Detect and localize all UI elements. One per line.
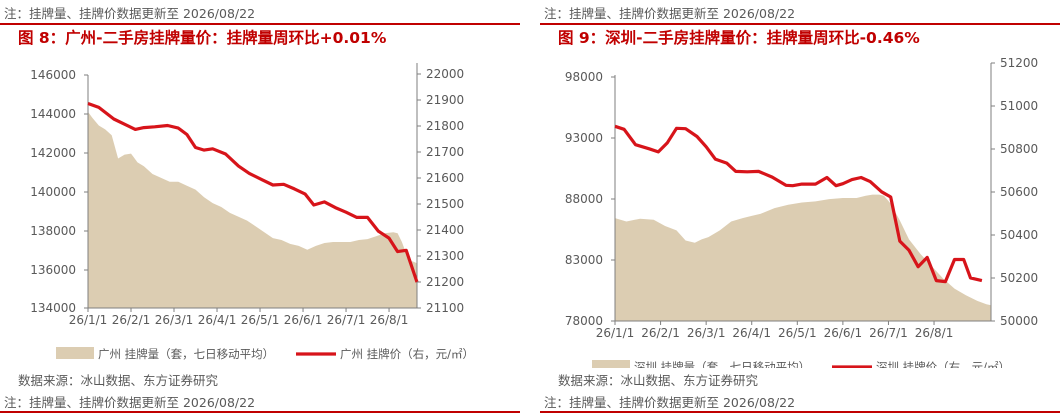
y-right-tick-label: 21500: [426, 197, 464, 211]
area-series-listings: [615, 194, 991, 321]
x-tick-label: 26/8/1: [370, 313, 409, 327]
x-tick-label: 26/2/1: [112, 313, 151, 327]
x-tick-label: 26/7/1: [869, 326, 908, 340]
y-right-tick-label: 50600: [1000, 185, 1038, 199]
divider-bottom: [0, 411, 520, 413]
legend-label-area: 深圳 挂牌量（套，七日移动平均）: [634, 360, 810, 368]
divider-top: [540, 23, 1060, 25]
x-tick-label: 26/5/1: [241, 313, 280, 327]
legend-swatch-area: [592, 360, 630, 368]
x-tick-label: 26/6/1: [824, 326, 863, 340]
legend-label-line: 深圳 挂牌价（右，元/㎡）: [876, 360, 1010, 368]
y-right-tick-label: 50000: [1000, 314, 1038, 328]
legend-label-area: 广州 挂牌量（套，七日移动平均）: [98, 347, 274, 361]
y-right-tick-label: 21600: [426, 171, 464, 185]
y-left-tick-label: 134000: [30, 301, 76, 315]
chart-canvas: 98000 93000 88000 83000 78000 51200 51000 50800…: [565, 56, 1038, 368]
y-left-tick-label: 142000: [30, 146, 76, 160]
update-note-top: 注：挂牌量、挂牌价数据更新至 2026/08/22: [4, 6, 256, 21]
data-source: 数据来源：冰山数据、东方证券研究: [558, 373, 759, 388]
y-left-tick-label: 144000: [30, 107, 76, 121]
y-right-tick-label: 21800: [426, 119, 464, 133]
y-left-tick-label: 98000: [565, 70, 603, 84]
y-right-tick-label: 50200: [1000, 271, 1038, 285]
update-note-top: 注：挂牌量、挂牌价数据更新至 2026/08/22: [544, 6, 796, 21]
x-tick-label: 26/2/1: [641, 326, 680, 340]
y-right-tick-label: 21200: [426, 275, 464, 289]
x-tick-label: 26/1/1: [69, 313, 108, 327]
update-note-bottom: 注：挂牌量、挂牌价数据更新至 2026/08/22: [544, 395, 796, 410]
x-tick-label: 26/1/1: [596, 326, 635, 340]
y-right-tick-label: 22000: [426, 67, 464, 81]
x-tick-label: 26/7/1: [327, 313, 366, 327]
x-tick-label: 26/3/1: [155, 313, 194, 327]
line-series-price: [87, 101, 419, 283]
y-right-tick-label: 21700: [426, 145, 464, 159]
y-right-tick-label: 21400: [426, 223, 464, 237]
x-tick-label: 26/6/1: [284, 313, 323, 327]
y-left-tick-label: 136000: [30, 263, 76, 277]
chart-canvas: 146000 144000 142000 140000 138000 136000 1340…: [30, 63, 474, 361]
legend-swatch-area: [56, 347, 94, 359]
y-left-tick-label: 83000: [565, 253, 603, 267]
chart-panel-guangzhou: 注：挂牌量、挂牌价数据更新至 2026/08/22 图 8：广州-二手房挂牌量价…: [0, 0, 520, 418]
chart-title: 图 8：广州-二手房挂牌量价：挂牌量周环比+0.01%: [18, 29, 387, 47]
y-right-tick-label: 21900: [426, 93, 464, 107]
line-series-price: [614, 124, 983, 284]
y-right-tick-label: 51200: [1000, 56, 1038, 70]
x-tick-label: 26/3/1: [687, 326, 726, 340]
x-tick-label: 26/4/1: [732, 326, 771, 340]
x-tick-label: 26/8/1: [915, 326, 954, 340]
y-left-tick-label: 93000: [565, 131, 603, 145]
y-right-tick-label: 21300: [426, 249, 464, 263]
y-right-tick-label: 51000: [1000, 99, 1038, 113]
legend-label-line: 广州 挂牌价（右，元/㎡）: [340, 347, 474, 361]
data-source: 数据来源：冰山数据、东方证券研究: [18, 373, 219, 388]
chart-title: 图 9：深圳-二手房挂牌量价：挂牌量周环比-0.46%: [558, 29, 920, 47]
y-left-tick-label: 146000: [30, 68, 76, 82]
y-left-tick-label: 140000: [30, 185, 76, 199]
update-note-bottom: 注：挂牌量、挂牌价数据更新至 2026/08/22: [4, 395, 256, 410]
y-left-tick-label: 138000: [30, 224, 76, 238]
x-tick-label: 26/4/1: [198, 313, 237, 327]
y-left-tick-label: 78000: [565, 314, 603, 328]
divider-top: [0, 23, 520, 25]
y-right-tick-label: 50400: [1000, 228, 1038, 242]
chart-panel-shenzhen: 注：挂牌量、挂牌价数据更新至 2026/08/22 图 9：深圳-二手房挂牌量价…: [540, 0, 1060, 418]
y-left-tick-label: 88000: [565, 192, 603, 206]
y-right-tick-label: 21100: [426, 301, 464, 315]
y-right-tick-label: 50800: [1000, 142, 1038, 156]
divider-bottom: [540, 411, 1060, 413]
x-tick-label: 26/5/1: [778, 326, 817, 340]
area-series-listings: [88, 111, 417, 309]
